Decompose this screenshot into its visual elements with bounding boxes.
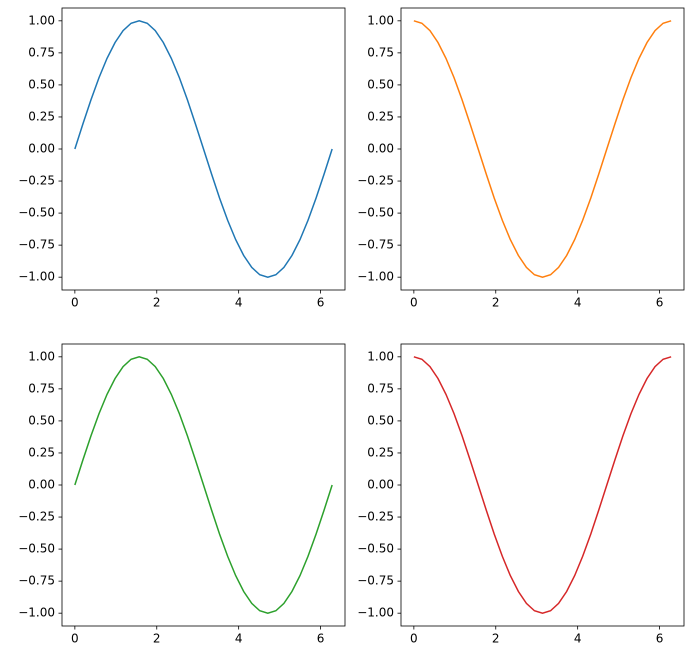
axes-frame: [400, 7, 685, 291]
x-tick-label: 0: [71, 296, 79, 310]
x-tick-label: 2: [153, 632, 161, 646]
line-series: [74, 356, 333, 614]
y-tick-label: 0.00: [28, 142, 55, 156]
y-tick-label: 1.00: [28, 349, 55, 363]
y-tick-label: −0.50: [357, 542, 394, 556]
line-series: [413, 20, 672, 278]
y-tick-label: 0.75: [367, 45, 394, 59]
y-tick-label: 0.00: [28, 478, 55, 492]
y-tick-label: 1.00: [367, 13, 394, 27]
y-tick-label: −1.00: [357, 606, 394, 620]
y-tick-label: 0.25: [28, 109, 55, 123]
y-tick-label: 0.00: [367, 478, 394, 492]
x-tick-label: 4: [574, 632, 582, 646]
x-tick-label: 4: [574, 296, 582, 310]
y-tick-label: 0.25: [367, 109, 394, 123]
y-tick-label: −1.00: [18, 606, 55, 620]
x-tick-label: 6: [656, 632, 664, 646]
y-tick-label: −0.50: [357, 206, 394, 220]
x-tick-label: 6: [656, 296, 664, 310]
line-series: [413, 356, 672, 614]
y-tick-label: −0.25: [357, 174, 394, 188]
y-tick-label: −0.75: [18, 574, 55, 588]
x-tick-label: 0: [410, 632, 418, 646]
x-tick-label: 2: [153, 296, 161, 310]
y-tick-label: −0.75: [357, 238, 394, 252]
x-tick-label: 4: [235, 296, 243, 310]
y-tick-label: 0.50: [28, 413, 55, 427]
y-tick-label: −0.75: [357, 574, 394, 588]
y-tick-label: −0.75: [18, 238, 55, 252]
y-tick-label: 0.50: [367, 413, 394, 427]
x-tick-label: 0: [71, 632, 79, 646]
y-tick-label: −0.50: [18, 206, 55, 220]
y-tick-label: 0.75: [28, 381, 55, 395]
x-tick-label: 2: [492, 296, 500, 310]
y-tick-label: −0.25: [18, 174, 55, 188]
y-tick-label: 1.00: [28, 13, 55, 27]
x-tick-label: 4: [235, 632, 243, 646]
x-tick-label: 6: [317, 632, 325, 646]
x-tick-label: 0: [410, 296, 418, 310]
y-tick-label: 0.50: [28, 77, 55, 91]
y-tick-label: −1.00: [18, 270, 55, 284]
x-tick-label: 6: [317, 296, 325, 310]
y-tick-label: −0.50: [18, 542, 55, 556]
line-series: [74, 20, 333, 278]
axes-frame: [400, 343, 685, 627]
y-tick-label: 0.75: [28, 45, 55, 59]
y-tick-label: 1.00: [367, 349, 394, 363]
x-tick-label: 2: [492, 632, 500, 646]
y-tick-label: 0.00: [367, 142, 394, 156]
y-tick-label: −1.00: [357, 270, 394, 284]
y-tick-label: −0.25: [18, 510, 55, 524]
y-tick-label: −0.25: [357, 510, 394, 524]
y-tick-label: 0.25: [367, 445, 394, 459]
y-tick-label: 0.50: [367, 77, 394, 91]
y-tick-label: 0.25: [28, 445, 55, 459]
y-tick-label: 0.75: [367, 381, 394, 395]
